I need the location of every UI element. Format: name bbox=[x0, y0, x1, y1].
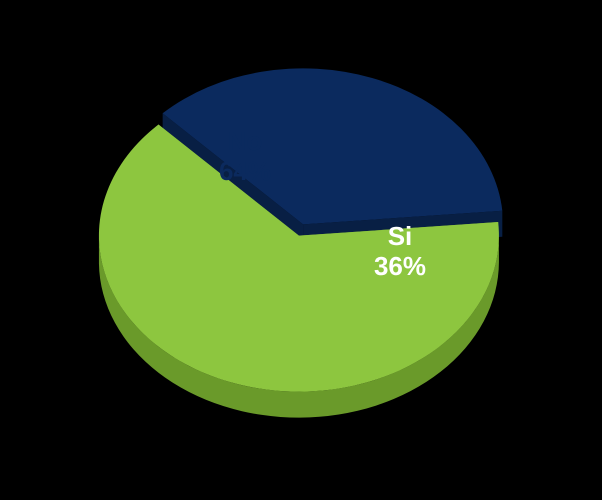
slice-percent-text: 64% bbox=[219, 156, 271, 186]
slice-label-text: Si bbox=[388, 221, 413, 251]
slice-percent-text: 36% bbox=[374, 251, 426, 281]
slice-label-text: No bbox=[228, 126, 263, 156]
pie-chart-3d: No64% Si36% bbox=[0, 0, 602, 500]
